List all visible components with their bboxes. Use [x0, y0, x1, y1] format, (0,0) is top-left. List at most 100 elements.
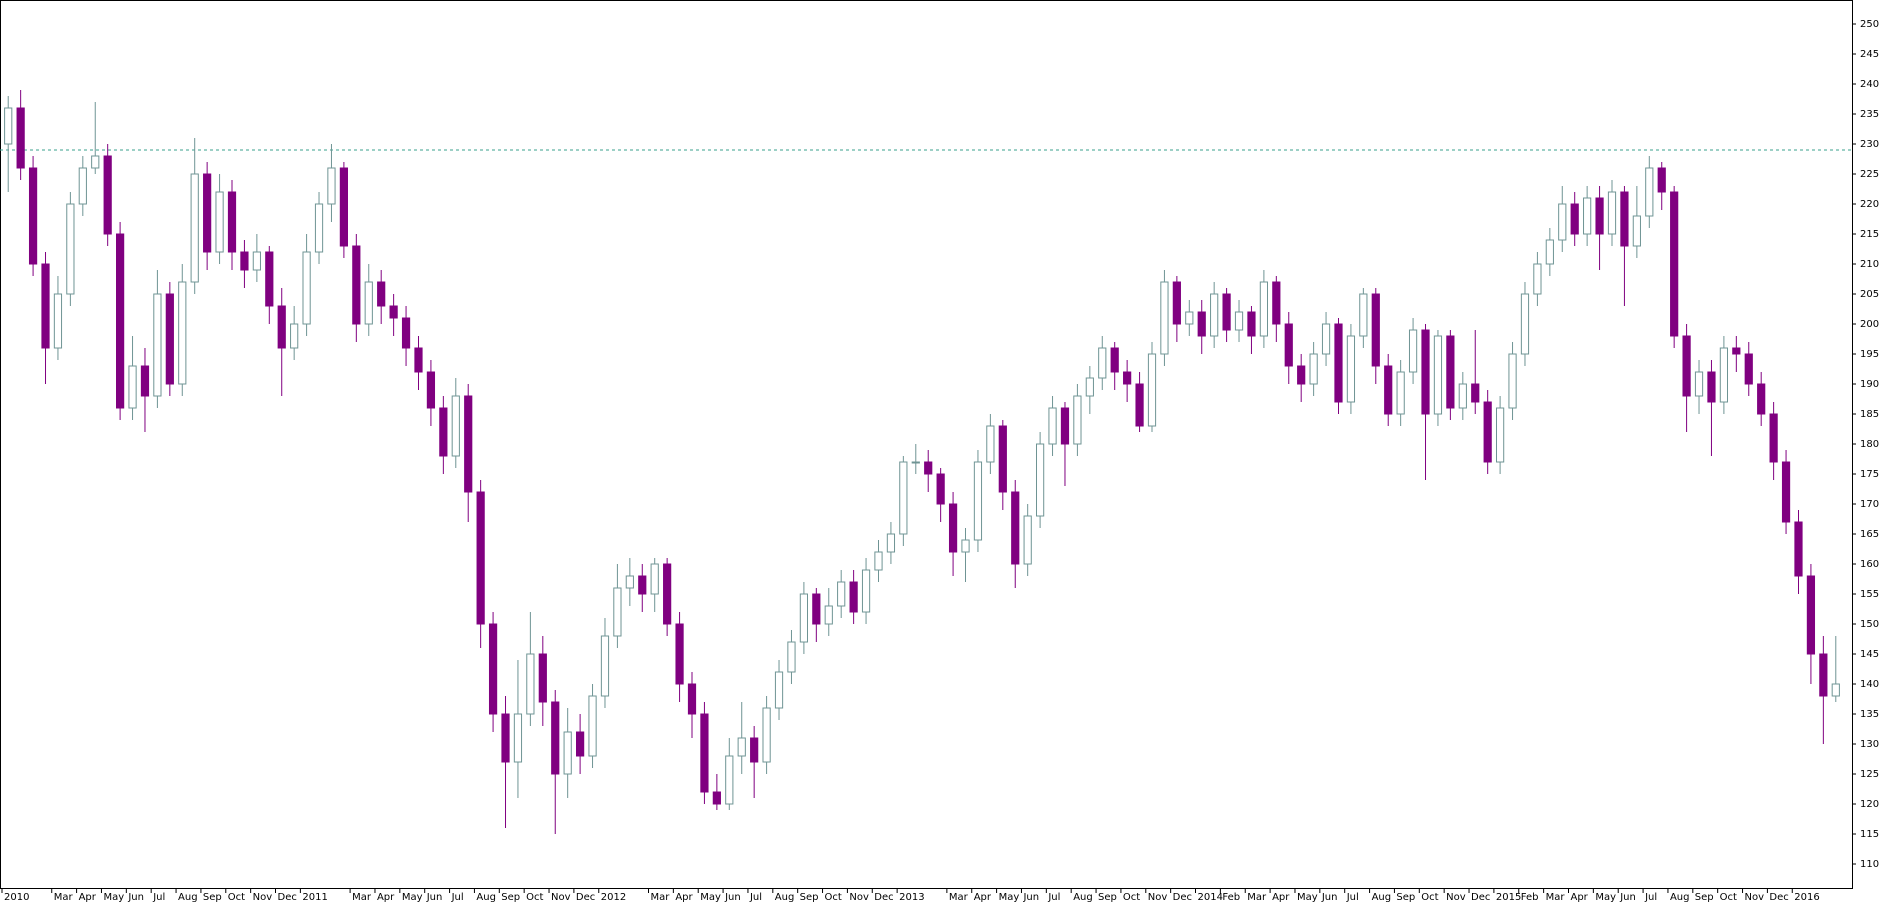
y-tick-label: 155	[1860, 589, 1879, 600]
candle-body	[377, 281, 386, 307]
y-tick-label: 130	[1860, 739, 1879, 750]
candle-body	[1048, 407, 1057, 445]
candle-body	[899, 461, 908, 535]
candle-body	[911, 461, 920, 464]
x-tick-label: Oct	[228, 892, 245, 903]
candle-body	[1508, 353, 1517, 409]
candle-body	[1794, 521, 1803, 577]
candle-body	[91, 155, 100, 169]
candle-body	[302, 251, 311, 325]
candle-body	[190, 173, 199, 283]
candle-body	[265, 251, 274, 307]
x-tick-label: Jul	[749, 892, 762, 903]
candle-body	[774, 671, 784, 709]
candle-body	[1781, 461, 1791, 523]
candle-body	[1533, 263, 1542, 295]
candle-body	[128, 365, 137, 409]
candle-body	[116, 233, 125, 409]
candle-body	[203, 173, 212, 253]
candle-body	[41, 263, 50, 349]
x-tick-label: Sep	[1396, 892, 1415, 903]
x-tick-label: Mar	[1546, 892, 1566, 903]
candle-body	[178, 281, 187, 385]
candle-body	[1570, 203, 1579, 235]
candle-body	[563, 731, 572, 775]
candle-body	[1023, 515, 1032, 565]
candle-body	[1284, 323, 1293, 367]
candle-body	[165, 293, 174, 385]
candle-body	[1769, 413, 1778, 463]
x-tick-label: May	[103, 892, 124, 903]
x-tick-label: Nov	[253, 892, 273, 903]
candle-body	[1346, 335, 1356, 403]
x-tick-label: Jun	[1321, 892, 1338, 903]
candle-body	[1595, 197, 1604, 235]
x-tick-label: Apr	[1570, 892, 1588, 903]
candle-body	[140, 365, 150, 397]
x-tick-label: Sep	[1695, 892, 1714, 903]
candle-body	[1806, 575, 1816, 655]
candle-body	[1545, 239, 1554, 265]
x-tick-label: Mar	[352, 892, 372, 903]
x-tick-label: Dec	[576, 892, 595, 903]
candle-body	[638, 575, 647, 595]
x-tick-label: Sep	[800, 892, 819, 903]
x-tick-label: Nov	[1446, 892, 1466, 903]
candle-body	[414, 347, 423, 373]
x-tick-label: 2013	[899, 892, 924, 903]
candle-body	[1011, 491, 1020, 565]
candle-body	[1732, 347, 1741, 355]
candle-body	[588, 695, 597, 757]
candle-body	[78, 167, 87, 205]
candle-body	[687, 683, 697, 715]
candle-body	[1682, 335, 1691, 397]
x-tick-label: Mar	[1247, 892, 1267, 903]
y-tick-label: 185	[1860, 409, 1879, 420]
x-tick-label: May	[999, 892, 1020, 903]
candle-body	[1694, 371, 1704, 397]
y-tick-label: 235	[1860, 109, 1879, 120]
candle-body	[389, 305, 398, 319]
candle-body	[861, 569, 871, 613]
candle-body	[66, 203, 75, 295]
x-tick-label: 2014	[1198, 892, 1223, 903]
candle-body	[1160, 281, 1169, 355]
candle-body	[837, 581, 846, 607]
candle-body	[526, 653, 535, 715]
candle-body	[53, 293, 63, 349]
candle-body	[227, 191, 237, 253]
candle-body	[1433, 335, 1443, 415]
x-tick-label: 2011	[302, 892, 327, 903]
candle-body	[28, 167, 38, 265]
y-tick-label: 195	[1860, 349, 1879, 360]
candle-body	[799, 593, 808, 643]
x-tick-label: Jul	[1644, 892, 1657, 903]
candle-body	[1744, 353, 1753, 385]
candle-body	[1446, 335, 1455, 409]
x-tick-label: Aug	[1073, 892, 1093, 903]
candle-body	[961, 539, 970, 553]
candle-body	[1408, 329, 1418, 373]
candle-body	[973, 461, 983, 541]
x-tick-label: Oct	[1123, 892, 1140, 903]
candle-body	[936, 473, 945, 505]
y-tick-label: 210	[1860, 259, 1879, 270]
y-tick-label: 135	[1860, 709, 1879, 720]
y-tick-label: 145	[1860, 649, 1879, 660]
candle-body	[538, 653, 547, 703]
x-tick-label: Apr	[974, 892, 992, 903]
candle-body	[1297, 365, 1306, 385]
candle-body	[1147, 353, 1157, 427]
candle-body	[1135, 383, 1144, 427]
candle-body	[476, 491, 485, 625]
x-tick-label: Apr	[377, 892, 395, 903]
x-tick-label: Dec	[1769, 892, 1788, 903]
candle-body	[1657, 167, 1666, 193]
x-tick-label: Jun	[1022, 892, 1039, 903]
candle-body	[352, 245, 361, 325]
candle-body	[998, 425, 1007, 493]
x-tick-label: Aug	[476, 892, 496, 903]
candle-body	[4, 107, 13, 145]
x-tick-label: Sep	[1098, 892, 1117, 903]
